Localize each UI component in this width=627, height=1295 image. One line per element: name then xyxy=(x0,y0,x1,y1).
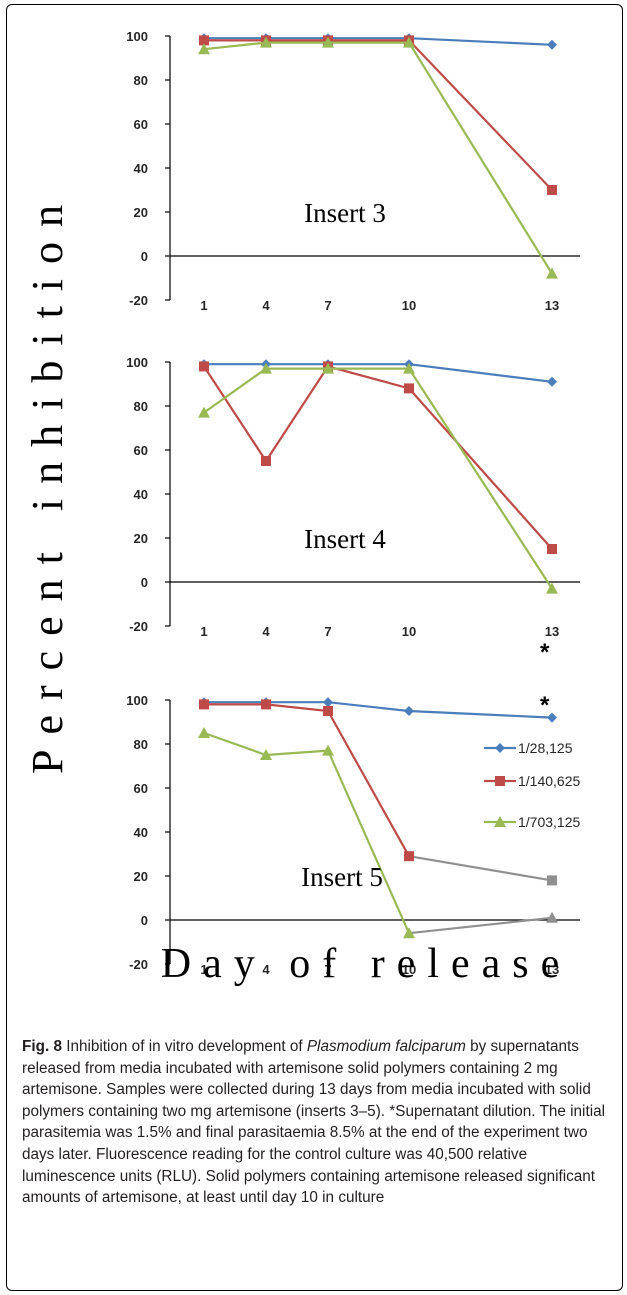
data-point-1-3-4 xyxy=(403,36,415,48)
data-point-3-2-3 xyxy=(323,706,333,716)
y-tick-label-1-4: 20 xyxy=(134,205,148,220)
data-point-2-3-3 xyxy=(322,362,334,374)
y-tick-label-3-2: 60 xyxy=(134,781,148,796)
series-line-1-2 xyxy=(204,39,553,191)
x-tick-label-1-3: 10 xyxy=(402,298,416,313)
panel-2: 100 80 60 40 20 0 -20 1 4 7 10 13 Insert 4 * xyxy=(126,355,580,666)
data-point-1-3-3 xyxy=(322,36,334,48)
y-tick-label-3-0: 100 xyxy=(126,693,148,708)
x-tick-label-3-0: 1 xyxy=(200,962,207,977)
data-point-3-3-3 xyxy=(322,744,334,756)
data-point-3-3-4 xyxy=(403,927,415,939)
series-line-1-3 xyxy=(203,41,553,275)
data-point-1-1-5 xyxy=(547,39,557,50)
y-tick-label-2-0: 100 xyxy=(126,355,148,370)
data-point-1-3-2 xyxy=(260,36,272,48)
legend-label-3: 1/703,125 xyxy=(518,814,580,830)
y-tick-label-3-5: 0 xyxy=(141,913,148,928)
data-point-3-2-4 xyxy=(404,851,414,862)
series-line-3-3 xyxy=(203,731,411,934)
panel-3: 100 80 60 40 20 0 -20 1 4 7 10 13 Insert 5 * 1/28,125 1… xyxy=(126,692,580,977)
x-tick-label-3-1: 4 xyxy=(262,962,270,977)
data-point-3-2-1 xyxy=(199,699,209,710)
data-point-3-3-5 xyxy=(546,911,558,923)
data-point-3-1-4 xyxy=(404,706,414,716)
legend-swatch-marker-1 xyxy=(495,743,505,753)
y-tick-label-1-3: 40 xyxy=(134,161,148,176)
y-tick-label-3-6: -20 xyxy=(129,957,148,972)
x-tick-label-2-3: 10 xyxy=(402,624,416,639)
legend-swatch-marker-3 xyxy=(494,816,506,827)
data-point-1-3-5 xyxy=(546,267,558,279)
y-tick-label-1-0: 100 xyxy=(126,29,148,44)
x-tick-label-2-0: 1 xyxy=(200,624,207,639)
data-point-3-1-5 xyxy=(547,712,557,723)
data-point-2-3-2 xyxy=(260,362,272,374)
y-tick-label-2-3: 40 xyxy=(134,487,148,502)
data-point-2-2-4 xyxy=(404,383,414,394)
caption-text-before: Inhibition of in vitro development of xyxy=(66,1038,303,1055)
data-point-1-2-5 xyxy=(547,185,557,195)
y-tick-label-3-4: 20 xyxy=(134,869,148,884)
x-tick-label-1-4: 13 xyxy=(545,298,559,313)
data-point-2-1-5 xyxy=(547,376,557,387)
data-point-3-3-1 xyxy=(198,727,210,738)
legend-swatch-marker-2 xyxy=(495,776,505,786)
data-point-2-2-1 xyxy=(199,361,209,372)
data-point-3-3-2 xyxy=(260,749,272,760)
caption-label: Fig. 8 xyxy=(22,1038,62,1055)
series-line-3-2 xyxy=(204,703,410,857)
caption-species: Plasmodium falciparum xyxy=(306,1038,466,1055)
panel-title-1: Insert 3 xyxy=(304,198,386,228)
x-tick-label-2-4: 13 xyxy=(545,624,559,639)
x-axis-title: Day of release xyxy=(161,941,572,987)
y-tick-label-1-2: 60 xyxy=(134,117,148,132)
data-point-2-3-1 xyxy=(198,406,210,418)
data-point-2-3-4 xyxy=(403,362,415,374)
y-tick-label-1-6: -20 xyxy=(129,293,148,308)
panel-1: 100 80 60 40 20 0 -20 1 4 7 10 13 Insert 3 xyxy=(126,29,580,313)
y-tick-label-1-1: 80 xyxy=(134,73,148,88)
annotation-asterisk-3: * xyxy=(540,692,550,719)
panel-title-3: Insert 5 xyxy=(301,862,383,892)
legend-label-1: 1/28,125 xyxy=(518,740,573,756)
data-point-1-3-1 xyxy=(198,43,210,55)
y-tick-label-2-4: 20 xyxy=(134,531,148,546)
figure-frame xyxy=(6,4,623,1291)
x-tick-label-1-1: 4 xyxy=(262,298,270,313)
x-tick-label-2-2: 7 xyxy=(324,624,331,639)
caption-text-after: by supernatants released from media incu… xyxy=(22,1038,605,1207)
panel-title-2: Insert 4 xyxy=(304,524,386,554)
figure-caption: Fig. 8 Inhibition of in vitro developmen… xyxy=(22,1036,614,1209)
y-tick-label-2-6: -20 xyxy=(129,619,148,634)
x-tick-label-3-4: 13 xyxy=(545,962,559,977)
x-tick-label-1-0: 1 xyxy=(200,298,207,313)
y-tick-label-2-5: 0 xyxy=(141,575,148,590)
y-tick-label-3-1: 80 xyxy=(134,737,148,752)
data-point-3-2-5 xyxy=(547,875,557,886)
series-line-2-3 xyxy=(203,367,553,590)
y-tick-label-1-5: 0 xyxy=(141,249,148,264)
data-point-2-2-5 xyxy=(547,544,557,554)
y-axis-title: Percent inhibition xyxy=(23,190,72,774)
data-point-1-2-1 xyxy=(199,35,209,46)
data-point-3-1-3 xyxy=(323,697,333,708)
legend-label-2: 1/140,625 xyxy=(518,773,580,789)
y-tick-label-2-2: 60 xyxy=(134,443,148,458)
series-segment-grey-3-3 xyxy=(408,916,553,935)
y-tick-label-3-3: 40 xyxy=(134,825,148,840)
x-tick-label-2-1: 4 xyxy=(262,624,270,639)
x-tick-label-3-2: 7 xyxy=(324,962,331,977)
y-tick-label-2-1: 80 xyxy=(134,399,148,414)
x-tick-label-1-2: 7 xyxy=(324,298,331,313)
series-segment-grey-3-2 xyxy=(408,855,553,882)
data-point-2-2-2 xyxy=(261,456,271,466)
series-line-2-2 xyxy=(203,365,553,550)
x-tick-label-3-3: 10 xyxy=(402,962,416,977)
annotation-asterisk-2: * xyxy=(540,639,550,666)
data-point-3-2-2 xyxy=(261,699,271,710)
data-point-2-3-5 xyxy=(546,582,558,594)
